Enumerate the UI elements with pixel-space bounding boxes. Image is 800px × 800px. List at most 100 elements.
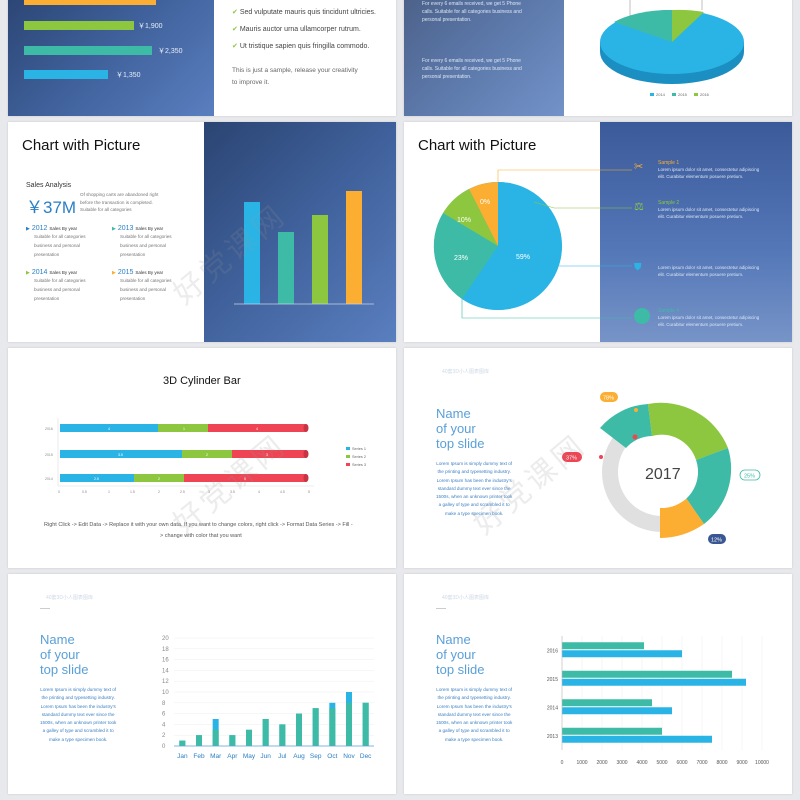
- donut-center-label: 2017: [645, 466, 681, 483]
- svg-text:0: 0: [58, 490, 60, 494]
- bar: [562, 727, 662, 735]
- arrow-icon: ▶: [26, 226, 30, 232]
- arrow-icon: ▶: [112, 270, 116, 276]
- bar: [346, 191, 362, 304]
- x-tick-label: Nov: [343, 753, 355, 760]
- sales-value: ￥37M: [26, 198, 77, 217]
- check-item: ✔ Sed vulputate mauris quis tincidunt ul…: [232, 9, 377, 16]
- slide1-bar-chart: ￥1,900 ￥2,350 ￥1,350: [24, 0, 183, 79]
- svg-text:5: 5: [308, 490, 310, 494]
- svg-text:2016: 2016: [45, 427, 53, 431]
- bar: [229, 735, 236, 746]
- svg-text:3: 3: [266, 453, 268, 457]
- bar-data-label: ￥2,350: [158, 47, 183, 55]
- donut-slice: [648, 402, 728, 460]
- year-block: ▶ 2013 Sales By year Suitable for all ca…: [112, 225, 172, 257]
- svg-text:0.5: 0.5: [82, 490, 87, 494]
- sales-description: Of shopping carts are abandoned right bef…: [80, 192, 159, 212]
- year-block: ▶ 2014 Sales By year Suitable for all ca…: [26, 269, 86, 301]
- slide-heading: Name of your top slide: [436, 632, 485, 677]
- slide-heading: Name of your top slide: [436, 406, 485, 451]
- pie-slice: [469, 182, 498, 246]
- bar-data-label: ￥1,350: [116, 71, 141, 79]
- legend-label: Series 2: [352, 455, 366, 459]
- bar: [279, 724, 286, 746]
- sales-label: Sales Analysis: [26, 182, 72, 189]
- x-tick-label: 10000: [755, 760, 769, 766]
- donut-slice: [686, 448, 732, 524]
- slice-label: 37%: [566, 456, 577, 462]
- y-tick-label: 2016: [547, 648, 558, 654]
- slide-thumbnail-7[interactable]: 40套3D小人图表图库 Name of your top slide Lorem…: [8, 574, 396, 794]
- bar: [562, 650, 682, 658]
- x-tick-label: 9000: [736, 760, 747, 766]
- pie-slice: [462, 182, 562, 310]
- svg-text:3: 3: [208, 490, 210, 494]
- y-tick-label: 2015: [547, 677, 558, 683]
- slide-thumbnail-6[interactable]: 40套3D小人图表图库 Name of your top slide Lorem…: [404, 348, 792, 568]
- bar: [296, 713, 302, 746]
- arrow-icon: ▶: [112, 226, 116, 232]
- pie-slice: [443, 189, 498, 246]
- x-tick-label: Oct: [327, 753, 337, 760]
- bar: [329, 708, 336, 746]
- slide-header: 40套3D小人图表图库: [442, 369, 489, 375]
- bar: [562, 699, 652, 707]
- svg-text:1: 1: [183, 427, 185, 431]
- slide-thumbnail-8[interactable]: 40套3D小人图表图库 Name of your top slide Lorem…: [404, 574, 792, 794]
- donut-chart: 2017 78% 37% 25% 12%: [562, 392, 761, 544]
- check-list: ✔ Sed vulputate mauris quis tincidunt ul…: [232, 8, 376, 50]
- x-tick-label: 8000: [716, 760, 727, 766]
- y-tick-label: 16: [162, 658, 169, 664]
- bar: [346, 702, 352, 746]
- slice-label: 25%: [744, 474, 755, 480]
- background-photo: [204, 122, 396, 342]
- svg-text:1.5: 1.5: [130, 490, 135, 494]
- body-text: Lorem Ipsum is simply dummy text of the p…: [40, 687, 117, 742]
- bar: [562, 642, 644, 650]
- bar: [24, 0, 156, 5]
- slide-heading: Name of your top slide: [40, 632, 89, 677]
- x-tick-label: 5000: [656, 760, 667, 766]
- x-tick-label: 0: [561, 760, 564, 766]
- check-item: ✔ Mauris auctor urna ullamcorper rutrum.: [232, 26, 361, 33]
- bar: [278, 232, 294, 304]
- y-tick-label: 10: [162, 690, 169, 696]
- bar: [312, 708, 319, 746]
- svg-text:2: 2: [158, 477, 160, 481]
- bar: [362, 702, 369, 746]
- y-tick-label: 2014: [547, 705, 558, 711]
- slide-thumbnail-4[interactable]: Chart with Picture 59% 23% 10% 0% ✂ Samp…: [404, 122, 792, 342]
- slice-label: 78%: [603, 396, 614, 402]
- tools-icon: ✂: [634, 161, 644, 173]
- slice-label: 23%: [454, 255, 468, 262]
- svg-text:4: 4: [258, 490, 260, 494]
- slide-title: 3D Cylinder Bar: [163, 375, 241, 387]
- bar: [562, 678, 746, 686]
- arrow-icon: ▶: [26, 270, 30, 276]
- divider: [40, 608, 50, 609]
- x-tick-label: Sep: [310, 753, 322, 760]
- x-tick-label: Jul: [278, 753, 287, 760]
- slide-thumbnail-2[interactable]: For every 6 emails received, we get 5 Ph…: [404, 0, 792, 116]
- x-tick-label: Dec: [360, 753, 372, 760]
- y-tick-label: 12: [162, 679, 169, 685]
- legend-label: 2016: [700, 92, 710, 97]
- x-axis-ticks: 0 0.5 1 1.5 2 2.5 3 3.5 4 4.5 5: [58, 490, 310, 494]
- x-tick-label: Apr: [227, 753, 238, 760]
- x-tick-label: Jun: [260, 753, 271, 760]
- x-tick-label: 2000: [596, 760, 607, 766]
- check-icon: ✔: [232, 26, 238, 33]
- slide3-bar-chart: [234, 191, 374, 305]
- y-tick-label: 14: [162, 668, 169, 674]
- slide-thumbnail-3[interactable]: Chart with Picture Sales Analysis ￥37M O…: [8, 122, 396, 342]
- x-tick-label: 4000: [636, 760, 647, 766]
- slide-thumbnail-1[interactable]: ￥1,900 ￥2,350 ￥1,350 ✔ Sed vulputate mau…: [8, 0, 396, 116]
- svg-text:2: 2: [158, 490, 160, 494]
- bar: [24, 46, 152, 55]
- x-tick-label: May: [243, 753, 256, 760]
- svg-text:4: 4: [256, 427, 258, 431]
- svg-text:2: 2: [206, 453, 208, 457]
- x-tick-label: 1000: [576, 760, 587, 766]
